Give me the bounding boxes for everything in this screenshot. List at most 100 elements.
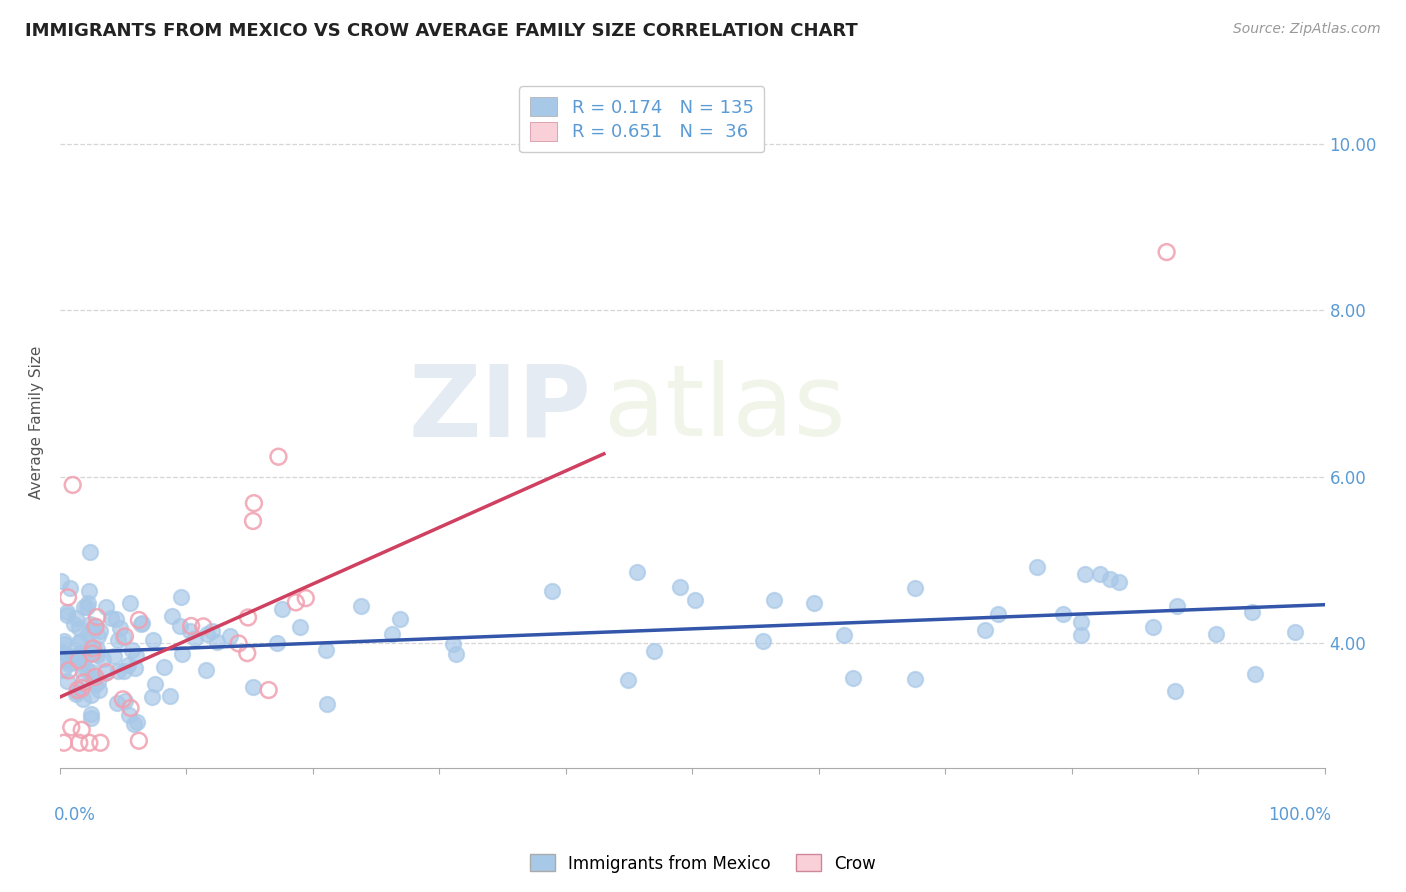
Point [72, 653, 94, 667]
Point [131, 616, 153, 631]
Point [79, 617, 101, 632]
Point [69, 646, 91, 660]
Point [76, 600, 98, 615]
Point [170, 591, 193, 605]
Point [79, 706, 101, 721]
Point [441, 637, 464, 651]
Point [110, 621, 132, 635]
Point [111, 692, 134, 706]
Point [195, 663, 218, 677]
Point [315, 642, 337, 657]
Point [271, 602, 294, 616]
Point [89, 624, 111, 638]
Point [82, 641, 104, 656]
Point [52, 637, 75, 651]
Point [159, 689, 181, 703]
Point [80, 643, 103, 657]
Point [1284, 625, 1306, 640]
Point [444, 647, 467, 661]
Point [52, 736, 75, 750]
Point [1166, 599, 1188, 614]
Point [103, 648, 125, 663]
Legend: R = 0.174   N = 135, R = 0.651   N =  36: R = 0.174 N = 135, R = 0.651 N = 36 [519, 87, 765, 153]
Point [67, 634, 90, 648]
Point [86, 642, 108, 657]
Point [121, 643, 143, 657]
Point [257, 683, 280, 698]
Point [752, 633, 775, 648]
Point [83, 646, 105, 660]
Point [1074, 566, 1097, 581]
Point [169, 619, 191, 633]
Point [1070, 628, 1092, 642]
Point [76, 627, 98, 641]
Point [683, 593, 706, 607]
Point [86, 674, 108, 689]
Point [62, 617, 84, 632]
Text: IMMIGRANTS FROM MEXICO VS CROW AVERAGE FAMILY SIZE CORRELATION CHART: IMMIGRANTS FROM MEXICO VS CROW AVERAGE F… [25, 22, 858, 40]
Point [53, 647, 76, 661]
Point [288, 619, 311, 633]
Point [83, 645, 105, 659]
Point [117, 658, 139, 673]
Point [218, 629, 240, 643]
Point [100, 611, 122, 625]
Point [60, 648, 83, 663]
Point [73, 600, 96, 615]
Point [56, 605, 79, 619]
Text: ZIP: ZIP [408, 360, 591, 458]
Legend: Immigrants from Mexico, Crow: Immigrants from Mexico, Crow [523, 847, 883, 880]
Point [160, 609, 183, 624]
Point [70, 723, 93, 737]
Point [668, 580, 690, 594]
Point [1240, 605, 1263, 619]
Point [125, 714, 148, 729]
Point [842, 671, 865, 685]
Point [94, 665, 117, 680]
Point [201, 624, 224, 638]
Point [79, 545, 101, 559]
Point [1052, 607, 1074, 621]
Point [987, 607, 1010, 621]
Point [803, 596, 825, 610]
Point [184, 631, 207, 645]
Point [349, 599, 371, 613]
Point [84, 678, 107, 692]
Point [67, 736, 90, 750]
Point [70, 681, 93, 695]
Point [65, 687, 87, 701]
Point [1108, 574, 1130, 589]
Point [82, 647, 104, 661]
Point [58, 664, 80, 678]
Point [105, 696, 128, 710]
Point [56, 607, 79, 622]
Point [84, 619, 107, 633]
Point [107, 632, 129, 647]
Point [643, 644, 665, 658]
Point [266, 635, 288, 649]
Point [762, 593, 785, 607]
Point [49, 645, 72, 659]
Point [1142, 620, 1164, 634]
Point [96, 599, 118, 614]
Point [294, 591, 316, 606]
Point [120, 596, 142, 610]
Text: atlas: atlas [603, 360, 845, 458]
Point [56, 673, 79, 688]
Point [86, 610, 108, 624]
Point [974, 624, 997, 638]
Point [60, 655, 83, 669]
Point [124, 661, 146, 675]
Point [114, 629, 136, 643]
Point [626, 566, 648, 580]
Point [59, 582, 82, 596]
Point [70, 656, 93, 670]
Point [67, 653, 90, 667]
Point [91, 652, 114, 666]
Point [1243, 667, 1265, 681]
Text: 0.0%: 0.0% [53, 805, 96, 823]
Point [128, 733, 150, 747]
Point [79, 736, 101, 750]
Point [104, 612, 127, 626]
Point [1164, 684, 1187, 698]
